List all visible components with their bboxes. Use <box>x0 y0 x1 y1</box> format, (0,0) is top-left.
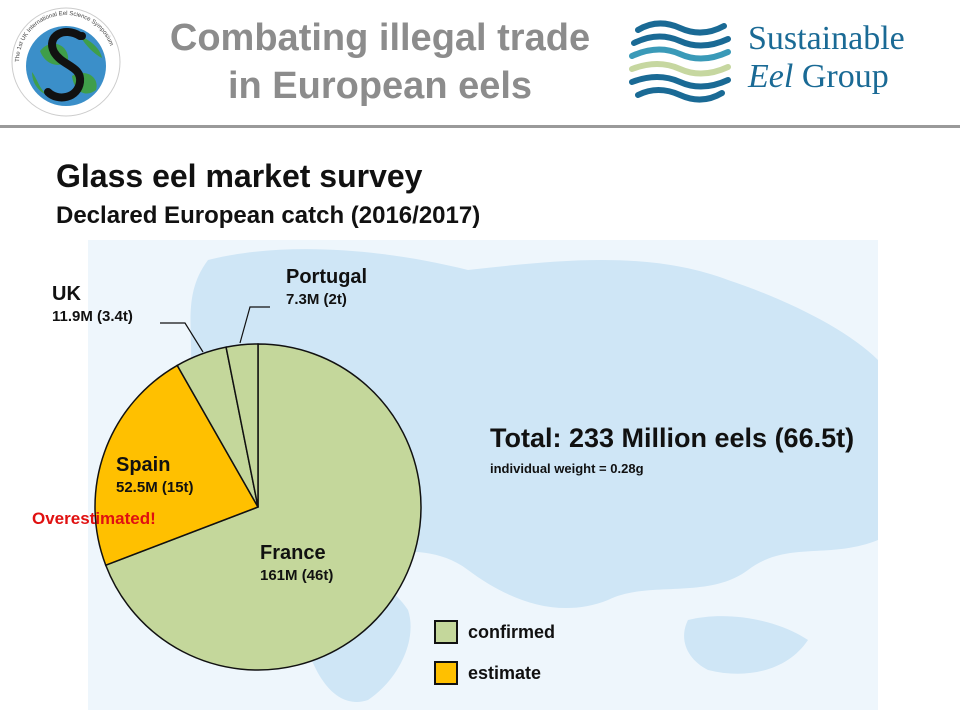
slice-value-spain: 52.5M (15t) <box>116 479 194 496</box>
slice-label-france: France 161M (46t) <box>260 542 333 584</box>
pie-slices <box>94 343 422 671</box>
slice-value-france: 161M (46t) <box>260 567 334 584</box>
individual-weight-note: individual weight = 0.28g <box>490 461 644 476</box>
slice-name-uk: UK <box>52 283 81 305</box>
globe-eel-s-icon <box>26 26 106 106</box>
slice-name-spain: Spain <box>116 454 171 476</box>
legend-item-estimate: estimate <box>434 661 541 685</box>
legend-label-estimate: estimate <box>468 662 542 683</box>
slice-name-portugal: Portugal <box>286 266 368 288</box>
legend-swatch-confirmed <box>434 620 458 644</box>
main-title-line1: Combating illegal trade <box>169 17 591 59</box>
legend-swatch-estimate <box>434 661 458 685</box>
portugal-leader-line <box>239 306 270 344</box>
uk-leader-line <box>160 322 204 353</box>
slide-title: Glass eel market survey <box>56 158 423 194</box>
org-name-line2: Eel Group <box>748 58 905 96</box>
symposium-logo: The 1st UK International Eel Science Sym… <box>11 7 121 117</box>
slide-header: The 1st UK International Eel Science Sym… <box>0 0 960 130</box>
slice-value-portugal: 7.3M (2t) <box>286 291 347 308</box>
total-text: Total: 233 Million eels (66.5t) <box>490 423 855 453</box>
waves-icon <box>629 12 731 112</box>
pie-slice-spain <box>94 364 260 567</box>
org-name-line1: Sustainable <box>748 20 905 57</box>
slice-label-spain: Spain 52.5M (15t) <box>116 454 194 496</box>
pie-slice-france <box>104 343 422 671</box>
org-name: Sustainable Eel Group <box>748 20 905 96</box>
slice-label-portugal: Portugal 7.3M (2t) <box>286 266 367 308</box>
pie-chart <box>94 306 422 671</box>
slide-subtitle: Declared European catch (2016/2017) <box>56 202 481 229</box>
org-name-eel: Eel <box>748 58 794 95</box>
slice-label-uk: UK 11.9M (3.4t) <box>52 283 133 325</box>
org-name-group: Group <box>793 58 889 95</box>
header-divider <box>0 125 960 128</box>
main-title: Combating illegal trade in European eels <box>140 14 620 110</box>
main-title-line2: in European eels <box>227 65 533 107</box>
legend-label-confirmed: confirmed <box>468 621 556 642</box>
slice-value-uk: 11.9M (3.4t) <box>52 308 133 325</box>
overestimated-annotation: Overestimated! <box>32 509 156 528</box>
slice-name-france: France <box>260 542 326 564</box>
pie-slice-portugal <box>225 343 259 508</box>
legend-item-confirmed: confirmed <box>434 620 555 644</box>
